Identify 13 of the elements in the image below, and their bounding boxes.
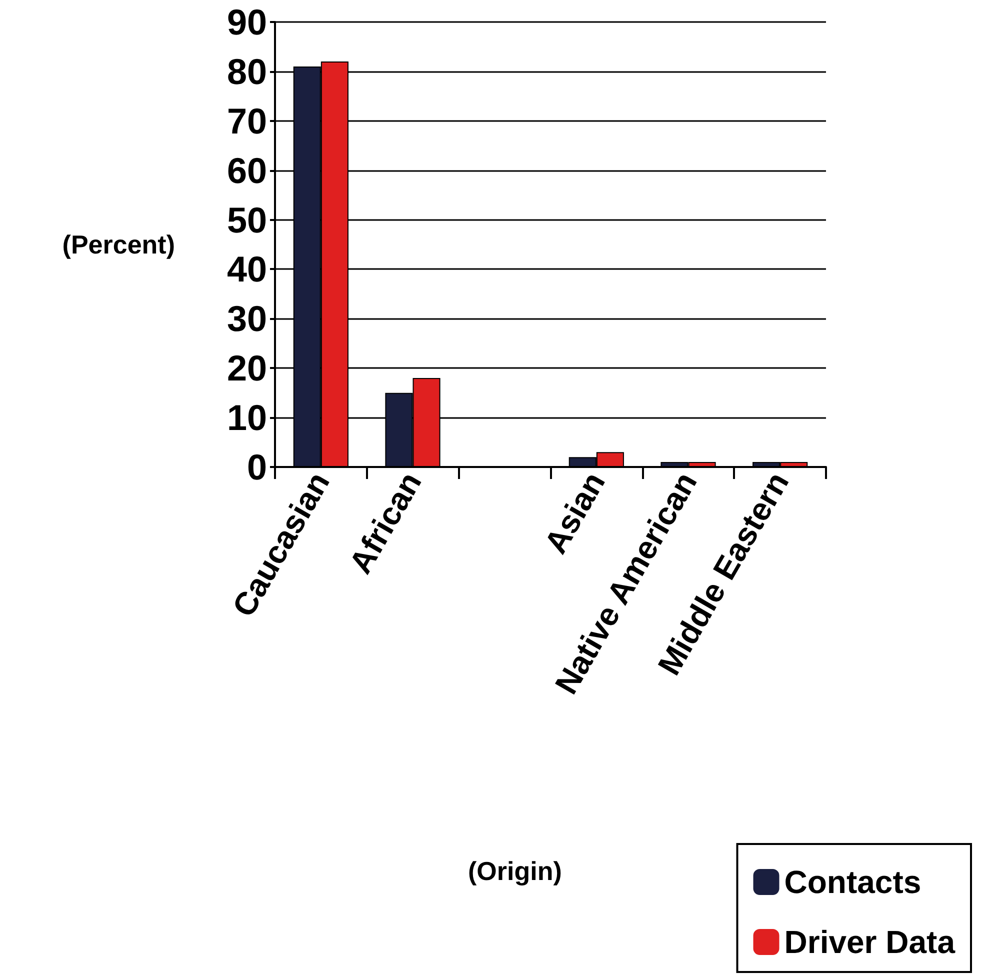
- y-tick-label: 30: [226, 298, 267, 340]
- y-tick-label: 20: [226, 348, 267, 389]
- y-tick-label: 80: [226, 50, 267, 92]
- legend-label: Contacts: [784, 864, 922, 900]
- y-tick-label: 40: [226, 248, 267, 290]
- y-tick-label: 90: [226, 2, 267, 42]
- y-axis-title: (Percent): [62, 230, 175, 260]
- y-tick-label: 50: [226, 199, 267, 240]
- text: (Origin): [468, 856, 562, 886]
- legend-label: Driver Data: [784, 924, 956, 960]
- y-tick-label: 60: [226, 150, 267, 191]
- y-tick-label: 10: [226, 397, 267, 438]
- y-tick-label: 70: [226, 100, 267, 142]
